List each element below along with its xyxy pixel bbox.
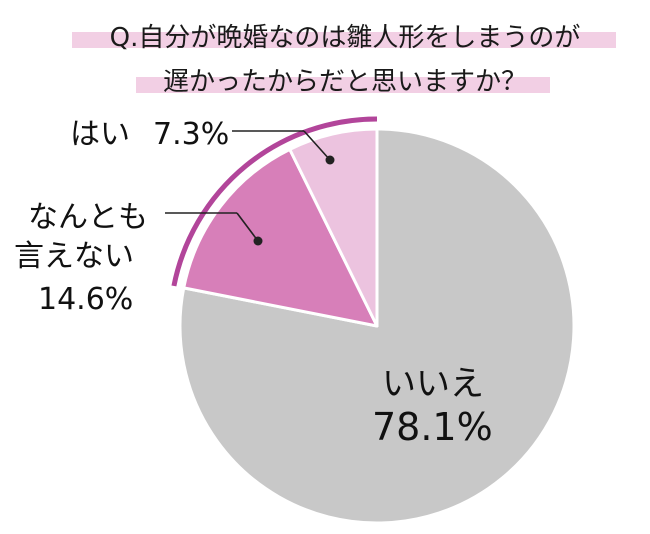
leader-line-neutral-diag bbox=[236, 212, 259, 242]
label-no: いいえ bbox=[382, 364, 484, 404]
value-yes: 7.3% bbox=[153, 117, 229, 152]
label-yes: はい bbox=[70, 117, 130, 152]
slice-yes bbox=[288, 127, 379, 328]
value-no: 78.1% bbox=[372, 405, 493, 449]
leader-lines bbox=[165, 130, 335, 246]
slice-neutral bbox=[182, 147, 379, 328]
leader-dot-neutral bbox=[253, 236, 263, 246]
pie-slices bbox=[178, 127, 576, 525]
accent-arc bbox=[171, 116, 378, 287]
title-line1: Q.自分が晩婚なのは雛人形をしまうのが bbox=[110, 23, 581, 53]
label-neutral-line2: 言えない bbox=[14, 239, 134, 274]
leader-dot-yes bbox=[325, 155, 335, 165]
label-neutral-line1: なんとも bbox=[28, 200, 148, 235]
value-neutral: 14.6% bbox=[38, 282, 133, 317]
leader-line-yes-diag bbox=[303, 130, 331, 161]
title-line2: 遅かったからだと思いますか？ bbox=[163, 67, 527, 97]
title-highlight-line1 bbox=[72, 32, 616, 48]
slice-labels: はい 7.3% なんとも 言えない 14.6% いいえ 78.1% bbox=[14, 117, 493, 449]
title-highlight-line2 bbox=[136, 77, 550, 93]
